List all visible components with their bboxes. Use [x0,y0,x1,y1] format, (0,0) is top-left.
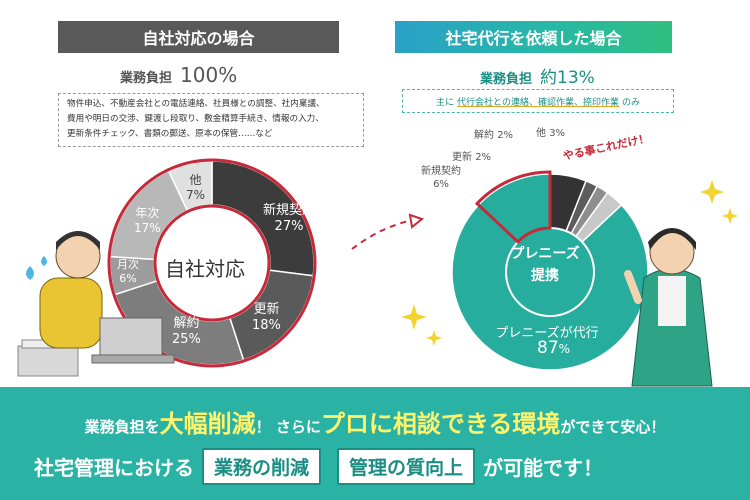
big-label: プレニーズが代行 [495,326,599,341]
center-line1: プレニーズ [510,246,580,262]
slice-value: 18% [252,318,281,333]
right-donut-chart [451,170,738,387]
label-hoka: 他 7% [186,173,205,203]
banner-line2-b: が可能です！ [483,456,604,480]
worker-illustration [17,231,175,377]
label-hoka-r: 他 3% [536,128,566,139]
right-burden-value: 約13% [540,68,595,88]
slice-value: 17% [134,221,161,235]
pill-quality: 管理の質向上 [337,448,476,485]
label-koushin: 更新 18% [252,302,281,334]
slice-value: 7% [186,188,206,202]
banner-line2-a: 社宅管理における [34,456,194,480]
slice-label: 年次 [135,206,160,220]
label-kaiyaku-r: 解約 2% [474,130,514,141]
big-value-unit: % [558,342,571,356]
label-kaiyaku: 解約 25% [172,316,201,348]
label-getsuji: 月次 6% [117,258,139,286]
banner-line1: 業務負担を大幅削減！ さらにプロに相談できる環境ができて安心！ [84,410,666,438]
label-shinki-r: 新規契約 6% [421,166,461,190]
consultant-illustration [624,228,713,387]
label-shinki: 新規契約 27% [263,203,315,235]
left-burden-value: 100% [180,63,238,87]
label-nenji: 年次 17% [134,206,161,236]
big-value: 87% [537,338,570,358]
slice-value: 27% [274,219,304,234]
big-value-number: 87 [537,338,559,358]
task-line: 費用や明日の交渉、鍵渡し段取り、敷金精算手続き、情報の入力、 [67,114,324,124]
center-line2: 提携 [531,268,559,284]
slice-label: 更新 [253,302,280,317]
note-prefix: 主に [436,97,455,108]
tasks-list: 物件申込、不動産会社との電話連絡、社員様との調整、社内稟議、 費用や明日の交渉、… [58,93,364,147]
sparkle-icon [700,180,738,224]
left-burden: 業務負担 100% [120,63,237,87]
transition-arrow [351,213,425,250]
slice-label: 月次 [117,258,139,271]
right-burden-label: 業務負担 [480,72,533,87]
label-koushin-r: 更新 2% [452,152,492,163]
slice-value: 25% [172,332,201,347]
pill-reduction: 業務の削減 [202,448,322,485]
left-burden-label: 業務負担 [120,71,173,86]
donut-outline [107,158,317,368]
banner-line2: 社宅管理における 業務の削減 管理の質向上 が可能です！ [34,448,603,485]
right-burden: 業務負担 約13% [480,63,595,88]
slice-label: 解約 [173,316,200,331]
right-header: 社宅代行を依頼した場合 [395,21,672,53]
left-donut-chart [17,158,317,377]
left-header: 自社対応の場合 [58,21,339,53]
task-line: 物件申込、不動産会社との電話連絡、社員様との調整、社内稟議、 [67,99,325,109]
right-note: 主に 代行会社との連絡、確認作業、捺印作業 のみ [402,89,674,113]
note-highlight: 代行会社との連絡、確認作業、捺印作業 [457,97,619,108]
note-suffix: のみ [621,97,640,108]
slice-label: 新規契約 [263,203,316,218]
highlight-outline [474,170,552,244]
slice-label: 他 [189,173,202,187]
left-donut-center: 自社対応 [165,257,245,281]
right-donut-center: プレニーズ 提携 [509,243,581,287]
sparkle-icon [401,304,442,346]
donut-hole [153,204,271,322]
task-line: 更新条件チェック、書類の郵送、原本の保管……など [67,129,273,139]
slice-value: 6% [119,272,137,285]
